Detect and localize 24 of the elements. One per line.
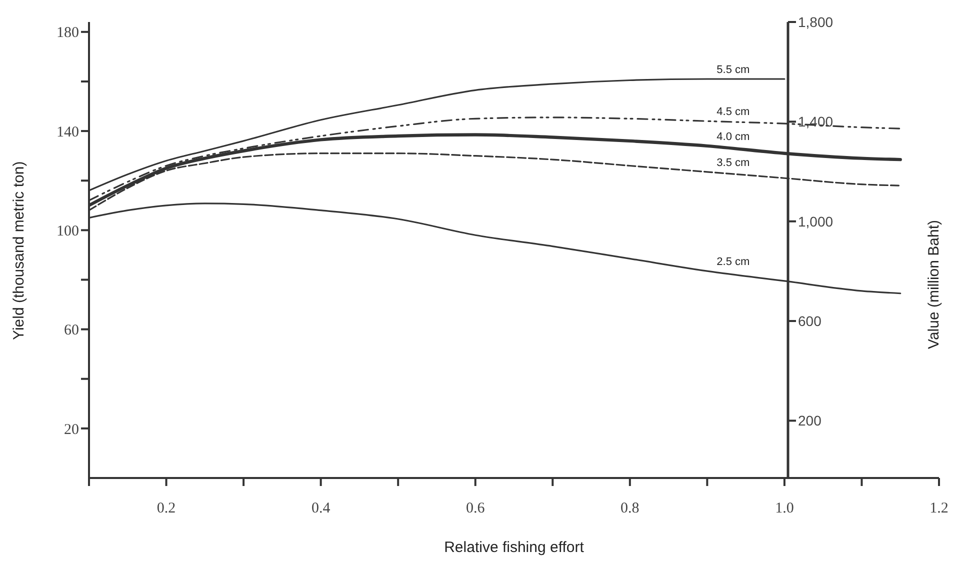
y-tick-label: 20 <box>64 422 79 438</box>
y2-tick-label: 1,000 <box>798 213 834 230</box>
y-tick-label: 100 <box>56 224 79 240</box>
x-axis-title: Relative fishing effort <box>444 539 585 556</box>
y-axis-title: Yield (thousand metric ton) <box>10 161 28 340</box>
x-tick-label: 1.0 <box>775 500 794 517</box>
x-tick-label: 0.2 <box>156 500 176 517</box>
series-label: 4.5 cm <box>716 106 750 118</box>
y2-tick-label: 200 <box>798 412 822 429</box>
y2-tick-label: 1,800 <box>798 14 834 30</box>
y-tick-label: 140 <box>56 124 79 140</box>
y2-axis-title: Value (million Baht) <box>925 220 942 349</box>
y2-tick-label: 600 <box>798 312 822 329</box>
x-tick-label: 0.6 <box>466 500 486 517</box>
series-label: 2.5 cm <box>716 256 750 268</box>
y2-tick-label: 1,400 <box>798 114 834 130</box>
series-label: 4.0 cm <box>716 130 750 143</box>
y-tick-label: 60 <box>64 322 79 339</box>
x-tick-label: 1.2 <box>930 500 948 517</box>
x-tick-label: 0.4 <box>311 500 331 517</box>
series-label: 3.5 cm <box>716 156 750 169</box>
series-label: 5.5 cm <box>716 64 750 76</box>
x-tick-label: 0.8 <box>620 500 640 517</box>
y-tick-label: 180 <box>56 25 79 42</box>
